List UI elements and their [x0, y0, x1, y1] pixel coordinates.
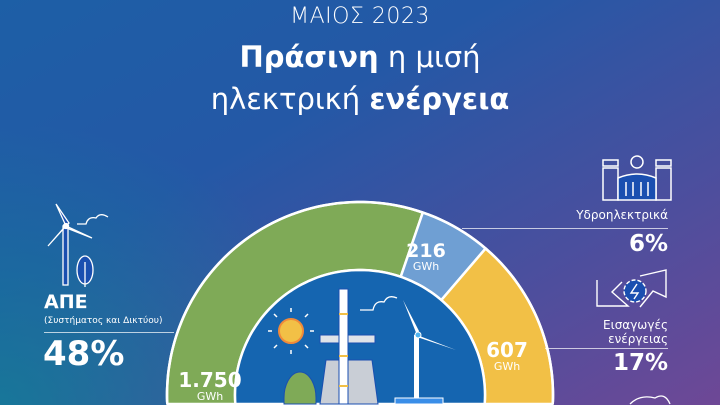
headline-bold-2: ενέργεια	[369, 82, 510, 116]
sun-icon	[268, 308, 314, 354]
imports-percent: 17%	[612, 350, 668, 376]
headline-bold-1: Πράσινη	[239, 40, 379, 74]
imports-title-line-2: ενέργειας	[608, 332, 668, 346]
renewables-divider	[44, 332, 174, 333]
power-plant-sun-wind-icon	[268, 288, 456, 405]
imports-unit: GWh	[493, 360, 521, 373]
energy-import-arrows-icon	[596, 269, 667, 308]
imports-value-label: 607 GWh	[482, 340, 532, 373]
solar-panel-icon	[394, 397, 444, 405]
wind-turbine-tree-icon	[47, 203, 109, 287]
wind-turbine-icon	[389, 300, 456, 404]
renewables-subtitle: (Συστήματος και Δικτύου)	[44, 316, 163, 326]
hydro-value-label: 216 GWh	[396, 241, 456, 273]
renewables-percent: 48%	[43, 334, 125, 374]
imports-value: 607	[486, 338, 528, 362]
renewables-value-label: 1.750 GWh	[170, 370, 250, 403]
donut-outer-border	[165, 200, 555, 405]
month-year: ΜΑΙΟΣ 2023	[290, 4, 430, 29]
tree-icon	[283, 371, 317, 405]
hydro-divider	[462, 228, 668, 229]
hydro-percent: 6%	[628, 231, 668, 257]
renewables-value: 1.750	[178, 368, 242, 392]
headline-line-2: ηλεκτρική ενέργεια	[0, 82, 720, 116]
hydro-unit: GWh	[412, 260, 440, 273]
headline-rest-2: ηλεκτρική	[210, 82, 370, 116]
hydro-value: 216	[406, 240, 446, 262]
headline-line-1: Πράσινη η μισή	[0, 40, 720, 74]
renewables-unit: GWh	[196, 390, 224, 403]
renewables-title: ΑΠΕ	[44, 291, 88, 313]
hydro-dam-icon	[602, 155, 672, 201]
hydro-title: Υδροηλεκτρικά	[576, 208, 668, 222]
imports-title: Εισαγωγές ενέργειας	[603, 318, 668, 346]
cloud-icon	[360, 296, 398, 311]
cooling-tower-icon	[319, 359, 379, 405]
imports-divider	[545, 348, 668, 349]
partial-icon	[629, 395, 671, 405]
chimney-icon	[338, 288, 349, 405]
imports-title-line-1: Εισαγωγές	[603, 318, 668, 332]
headline-rest-1: η μισή	[378, 40, 481, 74]
